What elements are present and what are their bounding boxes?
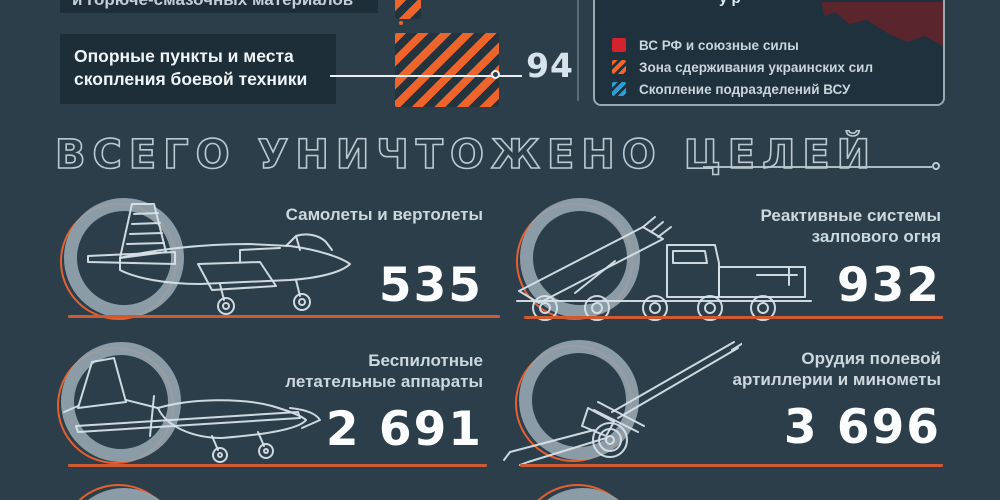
red-solid-swatch-icon [612, 38, 626, 52]
strongpoints-hatched-bar [395, 33, 499, 107]
strongpoints-value: 94 [526, 46, 574, 85]
fighter-jet-icon [80, 200, 360, 322]
stat-underline [524, 316, 943, 319]
title-rule-line [703, 166, 932, 168]
clipped-stat-text: и горюче-смазочных материалов [72, 0, 353, 10]
legend-title-fragment: у р [719, 0, 741, 7]
mlrs-truck-icon [505, 205, 825, 323]
stat-value-mlrs: 932 [836, 258, 941, 313]
stat-label-mlrs: Реактивные системы залпового огня [760, 206, 941, 246]
stat-underline [68, 315, 500, 318]
stat-label-aircraft: Самолеты и вертолеты [285, 205, 483, 224]
strongpoints-label: Опорные пункты и места скопления боевой … [74, 46, 308, 89]
drone-icon [62, 352, 352, 465]
section-title: ВСЕГО УНИЧТОЖЕНО ЦЕЛЕЙ [54, 131, 878, 179]
blue-hatched-swatch-icon [612, 82, 626, 96]
map-region-shape [821, 2, 943, 46]
clipped-stat-panel: и горюче-смазочных материалов [60, 0, 378, 13]
orange-hatched-swatch-icon [612, 60, 626, 74]
strongpoints-panel: Опорные пункты и места скопления боевой … [60, 34, 336, 104]
stat-value-drones: 2 691 [325, 402, 483, 457]
title-rule-dot [932, 162, 940, 170]
stat-value-artillery: 3 696 [783, 400, 941, 455]
vertical-divider [577, 0, 579, 101]
stat-label-artillery: Орудия полевой артиллерии и минометы [732, 349, 941, 389]
connector-line [330, 75, 522, 77]
connector-dot [491, 70, 500, 79]
stat-label-drones: Беспилотные летательные аппараты [285, 351, 483, 391]
hatched-bar-dot [399, 21, 403, 25]
map-legend-panel: у р ВС РФ и союзные силы Зона сдерживани… [593, 0, 945, 106]
stat-underline [68, 464, 487, 467]
stat-underline [520, 464, 943, 467]
stat-value-aircraft: 535 [378, 258, 483, 313]
howitzer-icon [502, 338, 742, 466]
clipped-hatched-bar [395, 0, 421, 19]
